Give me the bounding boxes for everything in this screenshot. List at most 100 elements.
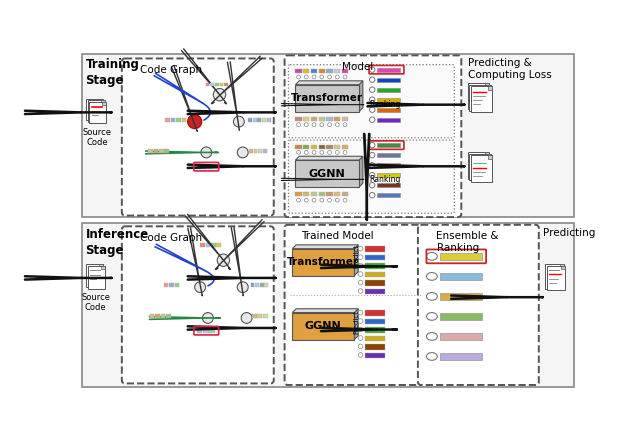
Bar: [377, 193, 400, 197]
Bar: [311, 192, 317, 196]
Circle shape: [202, 313, 213, 324]
Ellipse shape: [426, 272, 437, 280]
Bar: [311, 145, 317, 149]
Polygon shape: [561, 266, 565, 269]
Bar: [365, 280, 385, 286]
FancyBboxPatch shape: [545, 264, 564, 289]
Bar: [296, 192, 301, 196]
Circle shape: [358, 353, 363, 357]
Text: Ensemble &
Ranking: Ensemble & Ranking: [436, 231, 499, 252]
Circle shape: [358, 246, 363, 251]
Bar: [377, 173, 400, 177]
Bar: [440, 333, 482, 341]
Circle shape: [369, 77, 375, 82]
Circle shape: [296, 198, 301, 202]
Bar: [377, 68, 400, 72]
Circle shape: [335, 198, 339, 202]
Circle shape: [320, 198, 324, 202]
Polygon shape: [487, 85, 491, 89]
Bar: [252, 314, 257, 318]
Polygon shape: [102, 102, 106, 106]
Polygon shape: [485, 153, 489, 156]
Bar: [365, 327, 385, 333]
Polygon shape: [560, 264, 564, 268]
Text: Code Graph: Code Graph: [140, 65, 203, 75]
FancyBboxPatch shape: [467, 153, 489, 179]
Bar: [303, 192, 309, 196]
Bar: [342, 145, 348, 149]
Circle shape: [217, 254, 230, 266]
Circle shape: [358, 263, 363, 268]
Bar: [169, 283, 174, 287]
Bar: [220, 83, 223, 86]
Bar: [377, 143, 400, 147]
FancyBboxPatch shape: [86, 99, 103, 120]
Polygon shape: [296, 156, 363, 160]
Bar: [253, 118, 257, 122]
Circle shape: [343, 75, 347, 79]
Circle shape: [328, 150, 332, 154]
Bar: [326, 117, 333, 121]
Bar: [303, 145, 309, 149]
Bar: [319, 145, 325, 149]
Bar: [208, 166, 212, 169]
FancyBboxPatch shape: [88, 100, 105, 122]
Circle shape: [358, 310, 363, 315]
Bar: [365, 246, 385, 252]
Bar: [319, 117, 325, 121]
Circle shape: [195, 282, 205, 293]
Circle shape: [312, 198, 316, 202]
Circle shape: [335, 150, 339, 154]
Bar: [204, 330, 209, 334]
Text: GGNN: GGNN: [309, 169, 346, 179]
Bar: [215, 83, 219, 86]
Text: Source
Code: Source Code: [81, 293, 110, 312]
Polygon shape: [359, 156, 363, 187]
Bar: [200, 243, 205, 247]
Circle shape: [241, 313, 252, 324]
Bar: [161, 314, 165, 318]
Text: Predict: Predict: [354, 244, 360, 269]
Bar: [303, 69, 309, 73]
Bar: [365, 263, 385, 269]
Circle shape: [328, 198, 332, 202]
Bar: [440, 293, 482, 300]
Polygon shape: [488, 156, 492, 159]
Text: Trained Model: Trained Model: [301, 231, 374, 241]
Text: GGNN: GGNN: [305, 321, 342, 331]
Bar: [263, 314, 268, 318]
FancyBboxPatch shape: [418, 225, 539, 385]
Bar: [334, 145, 340, 149]
Circle shape: [237, 282, 248, 293]
Text: Transformer: Transformer: [291, 93, 364, 103]
Bar: [176, 118, 180, 122]
Circle shape: [369, 182, 375, 188]
FancyBboxPatch shape: [86, 264, 103, 287]
Circle shape: [369, 173, 375, 178]
Bar: [224, 83, 228, 86]
Bar: [253, 150, 257, 153]
Bar: [365, 344, 385, 350]
Text: Code Graph: Code Graph: [140, 233, 203, 243]
Circle shape: [369, 97, 375, 102]
Circle shape: [369, 87, 375, 92]
FancyBboxPatch shape: [289, 140, 454, 213]
Circle shape: [328, 123, 332, 126]
FancyBboxPatch shape: [469, 154, 491, 180]
Circle shape: [305, 150, 308, 154]
Bar: [250, 283, 254, 287]
Bar: [365, 255, 385, 260]
Polygon shape: [99, 99, 103, 102]
Circle shape: [358, 319, 363, 324]
Circle shape: [305, 75, 308, 79]
Polygon shape: [355, 309, 358, 340]
Circle shape: [320, 150, 324, 154]
Ellipse shape: [426, 313, 437, 320]
Circle shape: [358, 280, 363, 285]
Bar: [365, 310, 385, 316]
Circle shape: [369, 67, 375, 72]
Bar: [182, 118, 186, 122]
Bar: [342, 69, 348, 73]
Bar: [197, 166, 202, 169]
Ellipse shape: [426, 353, 437, 360]
